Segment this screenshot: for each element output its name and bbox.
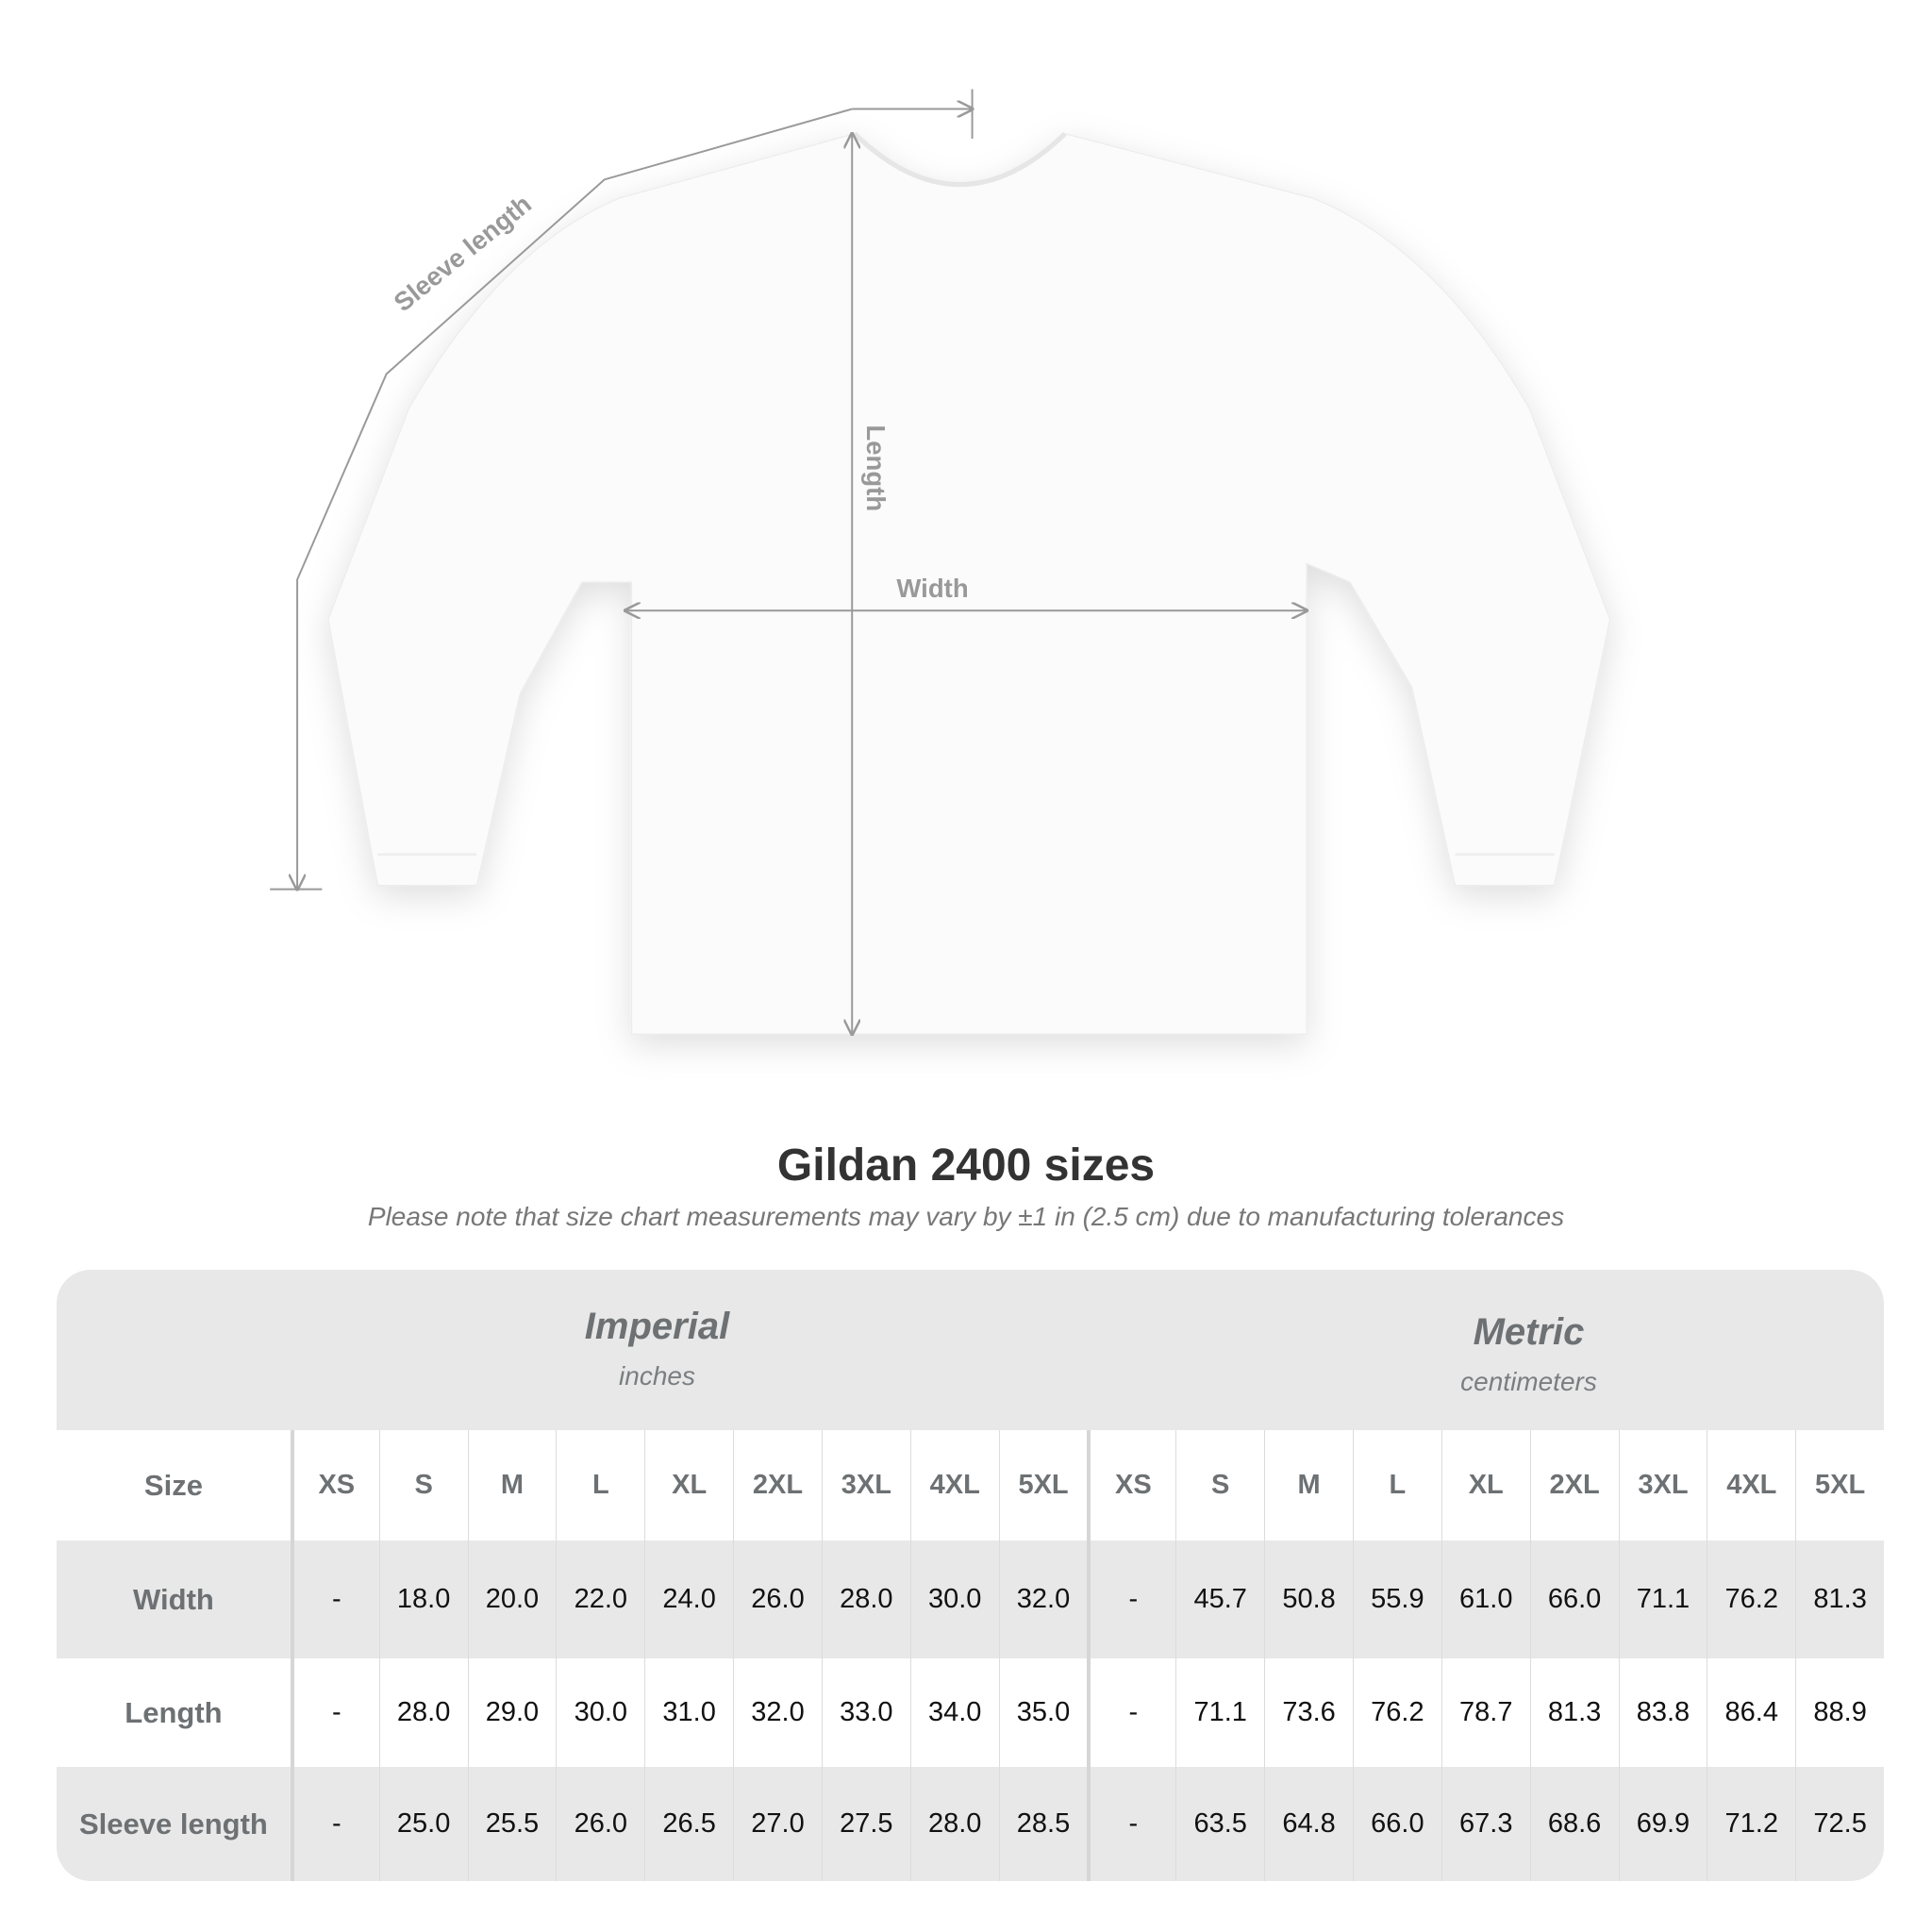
metric-value: 68.6 bbox=[1529, 1767, 1619, 1881]
imperial-value: 33.0 bbox=[821, 1658, 910, 1767]
metric-value: 81.3 bbox=[1795, 1541, 1884, 1658]
tolerance-note: Please note that size chart measurements… bbox=[367, 1202, 1565, 1231]
unit-header: Imperial inches Metric centimeters bbox=[57, 1270, 1884, 1430]
size-metric-header: XS bbox=[1087, 1430, 1175, 1541]
row-label: Length bbox=[125, 1695, 223, 1729]
imperial-value: 24.0 bbox=[644, 1541, 733, 1658]
imperial-value: 29.0 bbox=[467, 1658, 557, 1767]
imperial-header: Imperial inches bbox=[258, 1306, 1056, 1391]
length-label: Length bbox=[861, 425, 891, 511]
metric-value: 64.8 bbox=[1264, 1767, 1353, 1881]
size-imperial-header: 2XL bbox=[733, 1430, 822, 1541]
imperial-value: 26.5 bbox=[644, 1767, 733, 1881]
size-imperial-header: 5XL bbox=[998, 1430, 1088, 1541]
size-table: Imperial inches Metric centimeters Size X… bbox=[57, 1270, 1884, 1881]
size-imperial-header: XS bbox=[290, 1430, 379, 1541]
imperial-value: 35.0 bbox=[998, 1658, 1088, 1767]
metric-value: 81.3 bbox=[1529, 1658, 1619, 1767]
metric-value: 69.9 bbox=[1618, 1767, 1707, 1881]
size-metric-header: 4XL bbox=[1707, 1430, 1795, 1541]
size-header-row: Size XS S M L XL 2XL 3XL 4XL 5XL XS S M L XL 2XL 3XL 4XL 5… bbox=[57, 1430, 1884, 1541]
metric-value: 78.7 bbox=[1441, 1658, 1530, 1767]
metric-value: 76.2 bbox=[1352, 1658, 1441, 1767]
metric-value: 55.9 bbox=[1352, 1541, 1441, 1658]
size-imperial-header: S bbox=[378, 1430, 468, 1541]
table-row-length: Length -28.0 29.0 30.0 31.0 32.0 33.0 34.0 35.0-… bbox=[57, 1658, 1884, 1767]
imperial-value: 18.0 bbox=[378, 1541, 468, 1658]
imperial-value: 31.0 bbox=[644, 1658, 733, 1767]
metric-value: - bbox=[1087, 1658, 1175, 1767]
table-row-width: Width -18.0 20.0 22.0 24.0 26.0 28.0 30.0 32.0-4… bbox=[57, 1541, 1884, 1658]
metric-title: Metric bbox=[1473, 1311, 1585, 1353]
size-metric-header: S bbox=[1175, 1430, 1264, 1541]
size-imperial-header: 3XL bbox=[821, 1430, 910, 1541]
metric-value: 83.8 bbox=[1618, 1658, 1707, 1767]
metric-value: 88.9 bbox=[1795, 1658, 1884, 1767]
size-metric-header: 5XL bbox=[1795, 1430, 1884, 1541]
imperial-value: 20.0 bbox=[467, 1541, 557, 1658]
size-imperial-header: XL bbox=[644, 1430, 733, 1541]
metric-header: Metric centimeters bbox=[1130, 1311, 1884, 1397]
imperial-value: 28.0 bbox=[821, 1541, 910, 1658]
imperial-value: 28.0 bbox=[909, 1767, 999, 1881]
metric-value: 72.5 bbox=[1795, 1767, 1884, 1881]
row-label: Width bbox=[133, 1582, 214, 1616]
imperial-value: 25.0 bbox=[378, 1767, 468, 1881]
metric-value: 50.8 bbox=[1264, 1541, 1353, 1658]
size-metric-header: 3XL bbox=[1618, 1430, 1707, 1541]
metric-value: 61.0 bbox=[1441, 1541, 1530, 1658]
size-imperial-header: L bbox=[556, 1430, 644, 1541]
imperial-value: - bbox=[290, 1767, 379, 1881]
imperial-value: 34.0 bbox=[909, 1658, 999, 1767]
width-label: Width bbox=[896, 574, 968, 603]
metric-value: 63.5 bbox=[1175, 1767, 1264, 1881]
metric-value: 71.1 bbox=[1618, 1541, 1707, 1658]
metric-value: 67.3 bbox=[1441, 1767, 1530, 1881]
imperial-title: Imperial bbox=[584, 1306, 730, 1347]
measurement-lines bbox=[270, 89, 1307, 1035]
size-imperial-header: 4XL bbox=[909, 1430, 999, 1541]
imperial-unit: inches bbox=[619, 1361, 695, 1391]
imperial-value: 28.5 bbox=[998, 1767, 1088, 1881]
metric-value: 76.2 bbox=[1707, 1541, 1795, 1658]
page-title: Gildan 2400 sizes bbox=[776, 1141, 1156, 1191]
imperial-value: 28.0 bbox=[378, 1658, 468, 1767]
metric-value: - bbox=[1087, 1541, 1175, 1658]
size-metric-header: M bbox=[1264, 1430, 1353, 1541]
row-label: Sleeve length bbox=[79, 1807, 268, 1840]
imperial-value: 30.0 bbox=[909, 1541, 999, 1658]
metric-value: 45.7 bbox=[1175, 1541, 1264, 1658]
imperial-value: - bbox=[290, 1541, 379, 1658]
metric-value: 71.2 bbox=[1707, 1767, 1795, 1881]
imperial-value: 27.0 bbox=[733, 1767, 822, 1881]
imperial-value: 22.0 bbox=[556, 1541, 644, 1658]
size-imperial-header: M bbox=[467, 1430, 557, 1541]
table-row-sleeve-length: Sleeve length -25.0 25.5 26.0 26.5 27.0 27.5 28… bbox=[57, 1767, 1884, 1881]
metric-value: 71.1 bbox=[1175, 1658, 1264, 1767]
size-label: Size bbox=[143, 1468, 203, 1502]
metric-value: 73.6 bbox=[1264, 1658, 1353, 1767]
long-sleeve-shirt bbox=[327, 133, 1611, 1035]
size-metric-header: XL bbox=[1441, 1430, 1530, 1541]
size-metric-header: L bbox=[1352, 1430, 1441, 1541]
imperial-value: 32.0 bbox=[733, 1658, 822, 1767]
imperial-value: - bbox=[290, 1658, 379, 1767]
metric-value: 86.4 bbox=[1707, 1658, 1795, 1767]
imperial-value: 25.5 bbox=[467, 1767, 557, 1881]
imperial-value: 30.0 bbox=[556, 1658, 644, 1767]
metric-value: 66.0 bbox=[1352, 1767, 1441, 1881]
imperial-value: 26.0 bbox=[733, 1541, 822, 1658]
imperial-value: 27.5 bbox=[821, 1767, 910, 1881]
imperial-value: 32.0 bbox=[998, 1541, 1088, 1658]
metric-value: 66.0 bbox=[1529, 1541, 1619, 1658]
size-metric-header: 2XL bbox=[1529, 1430, 1619, 1541]
metric-value: - bbox=[1087, 1767, 1175, 1881]
imperial-value: 26.0 bbox=[556, 1767, 644, 1881]
metric-unit: centimeters bbox=[1460, 1367, 1597, 1396]
